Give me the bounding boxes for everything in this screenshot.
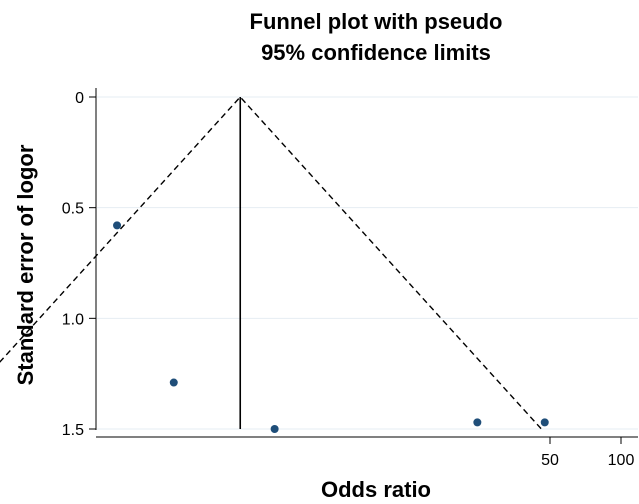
chart-title-line-1: Funnel plot with pseudo bbox=[250, 9, 503, 34]
study-points bbox=[113, 221, 549, 433]
chart-title-line-2: 95% confidence limits bbox=[261, 40, 491, 65]
confidence-limit-lines bbox=[0, 97, 541, 429]
y-tick-label-3: 1.5 bbox=[62, 422, 84, 439]
study-point-2 bbox=[271, 425, 279, 433]
x-tick-label-0: 50 bbox=[541, 452, 559, 469]
study-point-3 bbox=[473, 418, 481, 426]
study-point-1 bbox=[170, 379, 178, 387]
x-axis-ticks: 50 100 bbox=[541, 437, 634, 469]
study-point-0 bbox=[113, 221, 121, 229]
funnel-layer bbox=[0, 97, 541, 429]
x-axis-label: Odds ratio bbox=[321, 477, 431, 502]
grid-lines bbox=[97, 97, 638, 429]
study-point-4 bbox=[541, 418, 549, 426]
y-tick-label-2: 1.0 bbox=[62, 311, 84, 328]
y-tick-label-0: 0 bbox=[75, 90, 84, 107]
y-tick-label-1: 0.5 bbox=[62, 201, 84, 218]
y-axis-ticks: 0 0.5 1.0 1.5 bbox=[62, 90, 96, 439]
x-tick-label-1: 100 bbox=[608, 452, 635, 469]
y-axis-label: Standard error of logor bbox=[13, 144, 38, 385]
